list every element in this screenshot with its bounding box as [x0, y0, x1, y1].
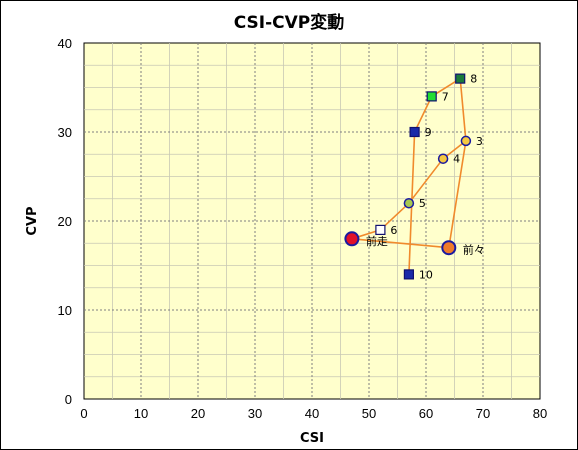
- point-label: 8: [470, 73, 477, 86]
- y-tick-label: 10: [58, 303, 72, 318]
- major-grid: [84, 43, 540, 399]
- x-tick-label: 30: [248, 406, 262, 421]
- x-axis-label: CSI: [300, 431, 324, 446]
- x-tick-label: 70: [476, 406, 490, 421]
- y-tick-label: 40: [58, 36, 72, 51]
- data-markers: [344, 73, 472, 280]
- x-tick-label: 0: [80, 406, 87, 421]
- point-marker: [437, 153, 449, 164]
- point-marker: [403, 197, 415, 209]
- point-label: 5: [419, 197, 426, 210]
- point-marker: [460, 135, 472, 147]
- y-tick-label: 0: [65, 392, 72, 407]
- point-marker: [426, 91, 437, 102]
- x-tick-label: 80: [533, 406, 547, 421]
- point-label: 4: [453, 153, 460, 166]
- chart-title: CSI-CVP変動: [234, 12, 345, 33]
- data-labels: 前々 前走 3 4 5 6 7 8 9 10: [366, 73, 485, 282]
- point-marker: [409, 126, 420, 138]
- y-tick-label: 20: [58, 214, 72, 229]
- point-marker: [403, 269, 414, 280]
- point-label: 7: [442, 90, 449, 103]
- point-marker: [344, 231, 360, 247]
- x-tick-label: 60: [419, 406, 433, 421]
- point-marker: [455, 73, 466, 84]
- y-tick-label: 30: [58, 125, 72, 140]
- y-axis-ticks: 0 10 20 30 40: [58, 36, 72, 407]
- point-marker: [375, 224, 386, 235]
- x-tick-label: 50: [362, 406, 376, 421]
- point-label: 3: [476, 135, 483, 148]
- point-label: 前々: [463, 243, 485, 257]
- x-tick-label: 40: [305, 406, 319, 421]
- point-label: 9: [425, 126, 432, 139]
- x-tick-label: 10: [134, 406, 148, 421]
- x-axis-ticks: 0 10 20 30 40 50 60 70 80: [80, 406, 547, 421]
- y-axis-label: CVP: [25, 206, 40, 235]
- point-label: 6: [390, 224, 397, 237]
- point-marker: [441, 240, 457, 256]
- point-label: 前走: [366, 234, 388, 248]
- point-label: 10: [419, 268, 433, 281]
- x-tick-label: 20: [191, 406, 205, 421]
